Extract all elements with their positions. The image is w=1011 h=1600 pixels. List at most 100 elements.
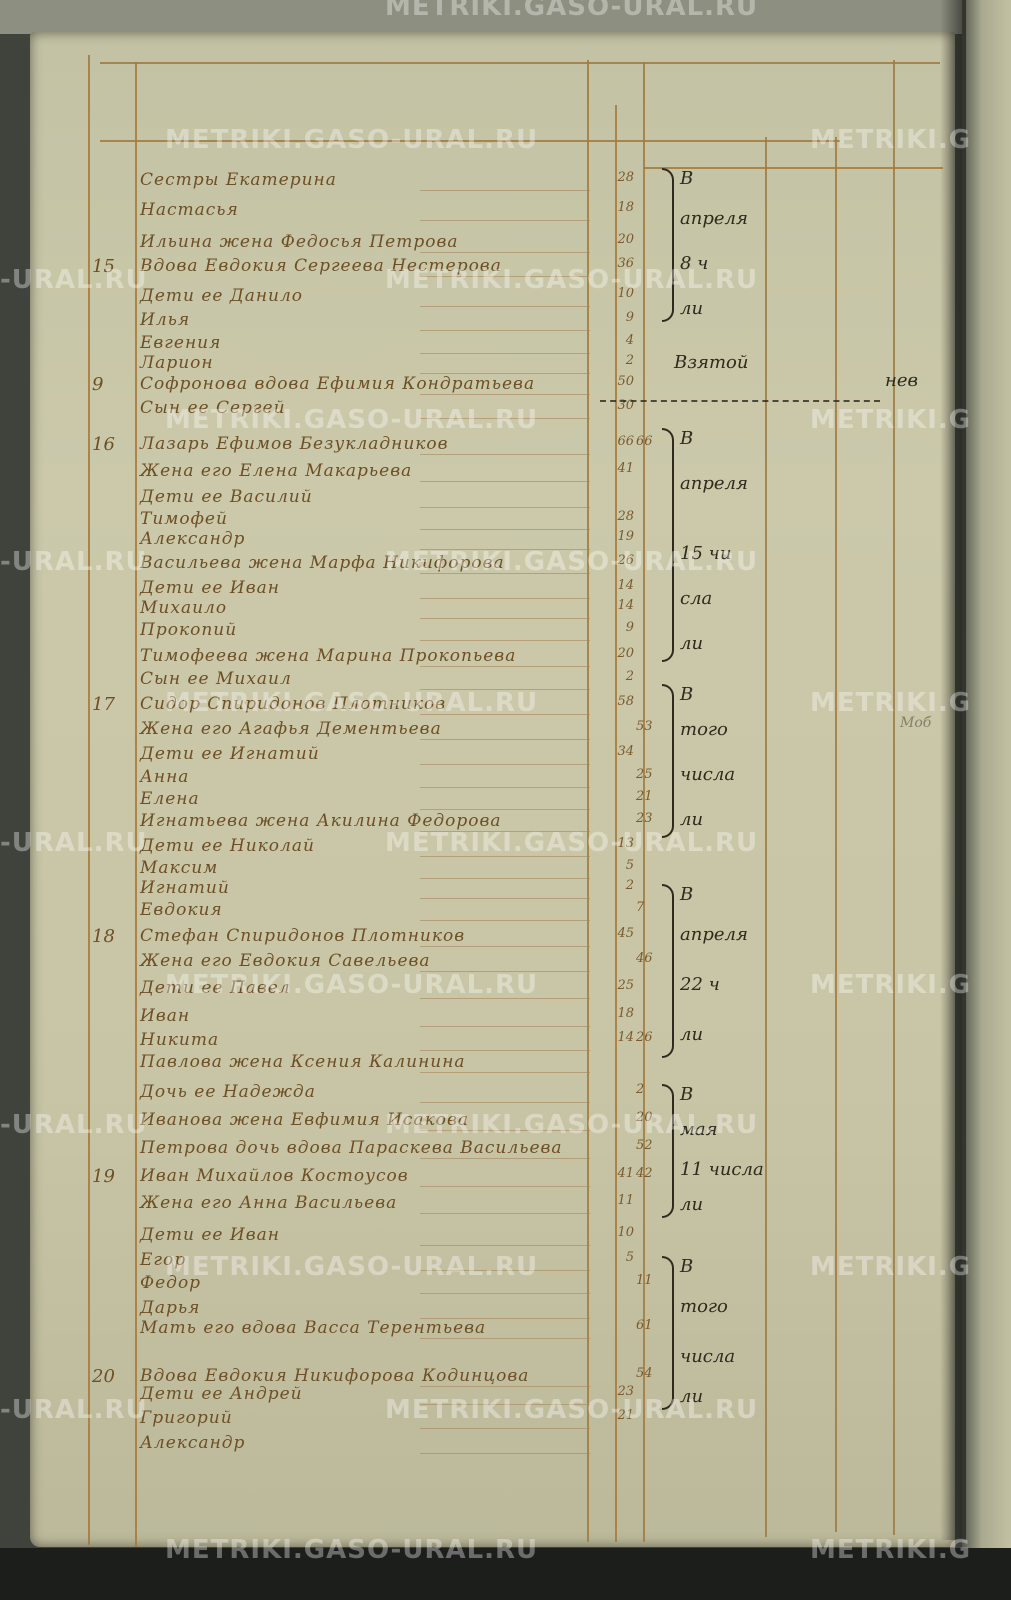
row-number: 16: [92, 434, 115, 455]
person-entry: Анна: [140, 767, 190, 787]
age-value: 9: [625, 310, 634, 325]
person-entry: Ильина жена Федосья Петрова: [140, 232, 459, 252]
ruling-line: [893, 60, 895, 1535]
note-line: того: [680, 719, 728, 740]
age-value: 34: [617, 744, 634, 759]
person-entry: Сын ее Михаил: [140, 669, 292, 689]
watermark-text: -URAL.RU: [0, 1110, 148, 1140]
age-value: 14: [617, 1030, 634, 1045]
ruling-line: [765, 137, 767, 1537]
ruling-dash: [420, 598, 590, 599]
person-entry: Максим: [140, 858, 219, 878]
note-line: 22 ч: [680, 974, 720, 995]
ruling-dash: [420, 1158, 590, 1159]
age-value: 5: [625, 1250, 634, 1265]
note-line: Взятой: [674, 352, 749, 373]
table-row: Жена его Елена Макарьева 41: [0, 461, 945, 485]
note-line: сла: [680, 588, 713, 609]
ruling-line: [835, 137, 837, 1532]
ruling-dash: [420, 1050, 590, 1051]
person-entry: Мать его вдова Васса Терентьева: [140, 1318, 487, 1338]
row-number: 20: [92, 1366, 115, 1387]
age-value-secondary: 11: [636, 1273, 653, 1288]
table-row: Дети ее Данило 10: [0, 286, 945, 310]
age-value: 28: [617, 170, 634, 185]
table-row: Жена его Агафья Дементьева 53: [0, 719, 945, 743]
person-entry: Игнатьева жена Акилина Федорова: [140, 811, 502, 831]
note-line: В: [680, 884, 694, 905]
ruling-line: [100, 140, 840, 142]
person-entry: Михаило: [140, 598, 228, 618]
note-line: ли: [680, 298, 704, 319]
table-row: Дарья: [0, 1298, 945, 1322]
ruling-line: [100, 62, 940, 64]
row-number: 15: [92, 256, 115, 277]
ruling-dash: [420, 394, 590, 395]
person-entry: Иванова жена Евфимия Исакова: [140, 1110, 470, 1130]
table-row: 17 Сидор Спиридонов Плотников 58: [0, 694, 945, 718]
table-row: Александр 19: [0, 529, 945, 553]
ruling-line: [88, 55, 90, 1545]
table-row: Дочь ее Надежда 2: [0, 1082, 945, 1106]
age-value: 18: [617, 1006, 634, 1021]
person-entry: Игнатий: [140, 878, 230, 898]
person-entry: Лазарь Ефимов Безукладников: [140, 434, 449, 454]
table-row: Жена его Евдокия Савельева 46: [0, 951, 945, 975]
table-row: Игнатий 2: [0, 878, 945, 902]
watermark-text: METRIKI.G: [810, 1252, 972, 1282]
person-entry: Петрова дочь вдова Параскева Васильева: [140, 1138, 563, 1158]
age-value: 45: [617, 926, 634, 941]
table-row: Михаило 14: [0, 598, 945, 622]
watermark-text: METRIKI.G: [810, 970, 972, 1000]
curly-brace: [662, 1084, 674, 1218]
row-number: 17: [92, 694, 115, 715]
person-entry: Жена его Анна Васильева: [140, 1193, 398, 1213]
watermark-text: METRIKI.GASO-URAL.RU: [385, 828, 759, 858]
age-value-secondary: 7: [636, 900, 645, 915]
watermark-text: METRIKI.G: [810, 125, 972, 155]
table-row: Александр: [0, 1433, 945, 1457]
person-entry: Елена: [140, 789, 200, 809]
ruling-dash: [420, 1026, 590, 1027]
ruling-dash: [420, 373, 590, 374]
note-line: 8 ч: [680, 253, 709, 274]
table-row: Григорий 21: [0, 1408, 945, 1432]
watermark-text: METRIKI.GASO-URAL.RU: [165, 125, 539, 155]
ruling-dash: [420, 353, 590, 354]
ruling-line: [615, 105, 617, 1542]
table-row: 16 Лазарь Ефимов Безукладников 66 66: [0, 434, 945, 458]
scan-top-background: [0, 0, 1011, 34]
table-row: Максим 5: [0, 858, 945, 882]
age-value: 21: [617, 1408, 634, 1423]
ruling-dash: [420, 190, 590, 191]
age-value: 36: [617, 256, 634, 271]
age-value-secondary: 54: [636, 1366, 653, 1381]
table-row: 15 Вдова Евдокия Сергеева Нестерова 36: [0, 256, 945, 280]
person-entry: Дочь ее Надежда: [140, 1082, 316, 1102]
table-row: Жена его Анна Васильева 11: [0, 1193, 945, 1217]
ruling-dash: [420, 573, 590, 574]
age-value-secondary: 21: [636, 789, 653, 804]
table-row: Дети ее Игнатий 34: [0, 744, 945, 768]
person-entry: Дети ее Николай: [140, 836, 315, 856]
age-value: 2: [625, 353, 634, 368]
person-entry: Федор: [140, 1273, 202, 1293]
person-entry: Александр: [140, 529, 246, 549]
person-entry: Васильева жена Марфа Никифорова: [140, 553, 505, 573]
age-value-secondary: 26: [636, 1030, 653, 1045]
table-row: Егор 5: [0, 1250, 945, 1274]
ruling-dash: [420, 1186, 590, 1187]
ruling-dash: [420, 666, 590, 667]
table-row: Дети ее Иван 14: [0, 578, 945, 602]
ruling-dash: [420, 252, 590, 253]
person-entry: Никита: [140, 1030, 220, 1050]
ruling-dash: [420, 856, 590, 857]
table-row: Игнатьева жена Акилина Федорова 23: [0, 811, 945, 835]
age-value: 13: [617, 836, 634, 851]
age-value-secondary: 25: [636, 767, 653, 782]
person-entry: Дети ее Василий: [140, 487, 313, 507]
curly-brace: [662, 168, 674, 322]
